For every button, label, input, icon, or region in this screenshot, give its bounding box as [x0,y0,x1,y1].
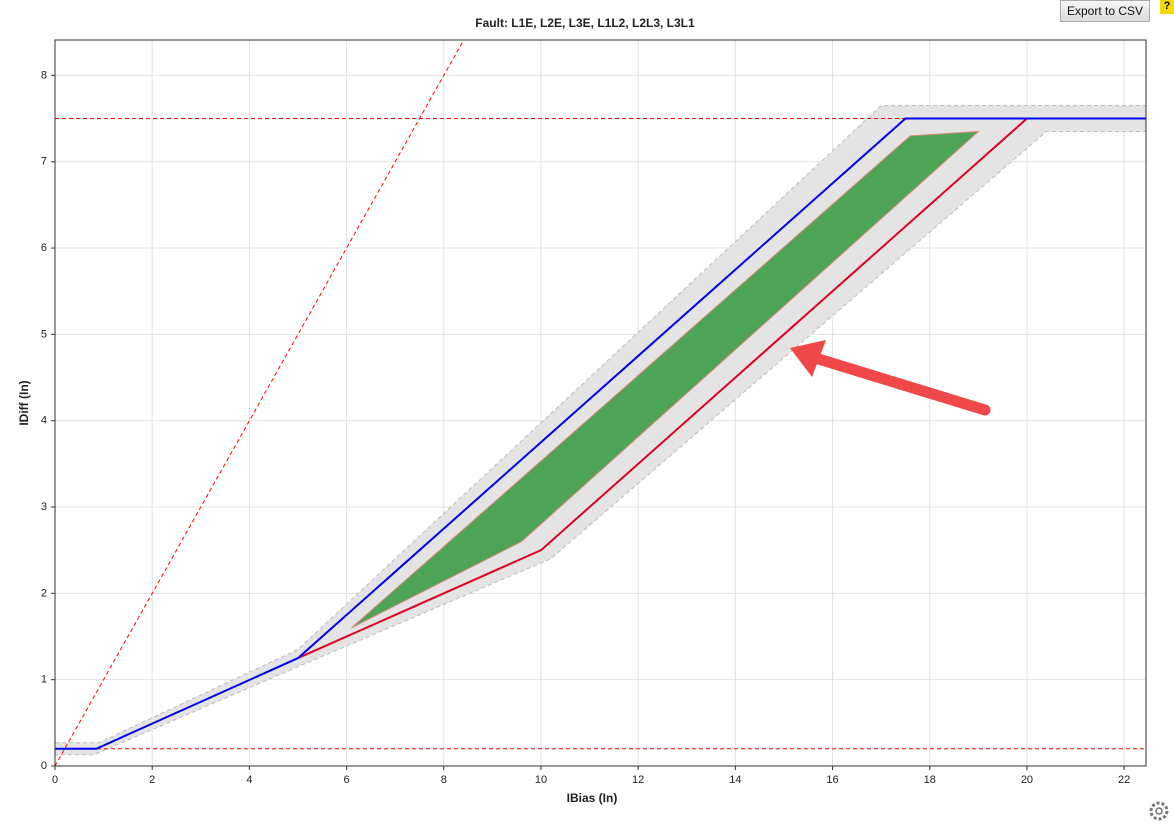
y-tick-label: 5 [41,328,47,340]
x-tick-label: 14 [729,774,741,786]
x-tick-label: 6 [344,774,350,786]
y-tick-label: 8 [41,69,47,81]
x-axis-label: IBias (In) [567,791,618,805]
region [351,130,980,629]
x-tick-label: 18 [924,774,936,786]
y-tick-label: 4 [41,415,47,427]
x-tick-label: 16 [826,774,838,786]
settings-icon[interactable] [1149,801,1169,821]
x-tick-label: 22 [1118,774,1130,786]
x-tick-label: 0 [52,774,58,786]
curve [54,39,465,767]
y-tick-label: 1 [41,674,47,686]
export-button[interactable]: Export to CSV [1059,0,1150,22]
x-tick-label: 4 [246,774,252,786]
y-axis-label: IDiff (In) [17,380,31,425]
x-tick-label: 8 [441,774,447,786]
annotation-arrow [790,340,991,416]
y-tick-label: 6 [41,242,47,254]
x-tick-label: 20 [1021,774,1033,786]
x-tick-label: 2 [149,774,155,786]
y-tick-label: 0 [41,760,47,772]
y-tick-label: 3 [41,501,47,513]
help-icon[interactable]: ? [1160,0,1174,14]
plot-frame [54,39,1147,767]
x-tick-label: 12 [632,774,644,786]
y-tick-label: 7 [41,156,47,168]
chart-title: Fault: L1E, L2E, L3E, L1L2, L2L3, L3L1 [475,16,695,30]
curve [297,117,1028,660]
y-tick-label: 2 [41,587,47,599]
x-tick-label: 10 [535,774,547,786]
curve [55,117,1146,750]
